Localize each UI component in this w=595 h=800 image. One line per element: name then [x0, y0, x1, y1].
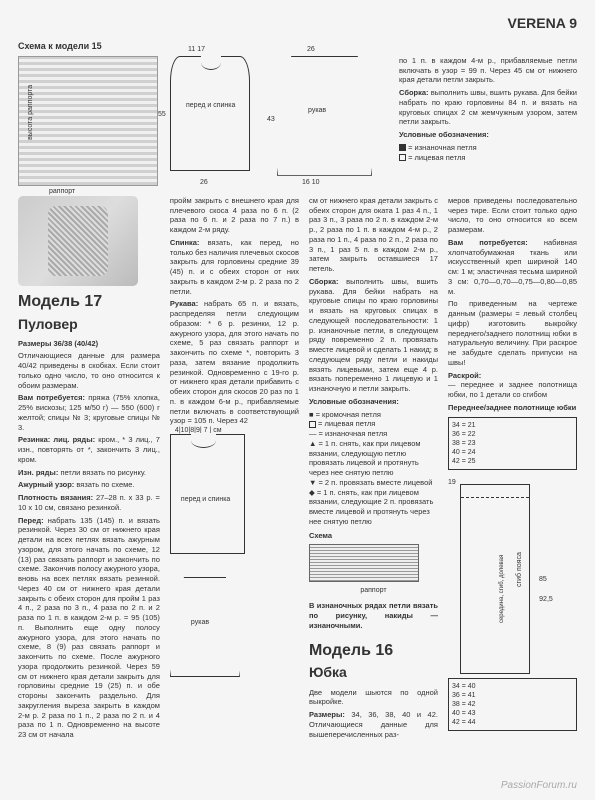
dim-st: 26: [307, 46, 315, 55]
c3-p1: см от нижнего края детали закрыть с обеи…: [309, 196, 438, 274]
model-17-name: Пуловер: [18, 315, 160, 333]
plotnost: Плотность вязания: 27–28 п. х 33 р. = 10…: [18, 493, 160, 513]
legend-title: Условные обозначения:: [399, 130, 577, 140]
c4-p1: меров приведены последовательно через ти…: [448, 196, 577, 235]
garment-shape: перед и спинка: [170, 56, 250, 171]
legend-2: = лицевая петля: [399, 153, 577, 163]
s2r5: 42 = 44: [452, 718, 573, 727]
mid-diagram-17: 4|10|8|9| 7 | см перед и спинка: [170, 434, 299, 569]
model-16-name: Юбка: [309, 663, 438, 681]
sleeve-shape: рукав: [277, 56, 372, 176]
model-16-number: Модель 16: [309, 641, 438, 662]
magazine-header: VERENA 9: [18, 15, 577, 33]
size-table-2: 34 = 40 36 = 41 38 = 42 40 = 43 42 = 44: [448, 678, 577, 731]
s2r4: 40 = 43: [452, 709, 573, 718]
s2r2: 36 = 41: [452, 691, 573, 700]
str2: 36 = 22: [452, 430, 573, 439]
l5: ▼ = 2 п. провязать вместе лицевой: [309, 478, 438, 488]
sweater-photo: [18, 196, 138, 286]
azhur: Ажурный узор: вязать по схеме.: [18, 480, 160, 490]
c4-fblabel: Переднее/заднее полотнище юбки: [448, 403, 577, 413]
izn: Изн. ряды: петли вязать по рисунку.: [18, 468, 160, 478]
main-columns: Модель 17 Пуловер Размеры 36/38 (40/42) …: [18, 196, 577, 743]
c4-mat: Вам потребуется: набивная хлопчатобумажн…: [448, 238, 577, 297]
c4-raskroy: Раскрой:— переднее и заднее полотнища юб…: [448, 371, 577, 400]
sizes-label: Размеры 36/38 (40/42): [18, 339, 160, 349]
str5: 42 = 25: [452, 457, 573, 466]
size-table-1: 34 = 21 36 = 22 38 = 23 40 = 24 42 = 25: [448, 417, 577, 470]
sleeve-label: рукав: [308, 107, 326, 116]
legend-1: = изнаночная петля: [399, 143, 577, 153]
skirt-diagram-wrap: 19 сгиб пояса середина, сгиб, долевая 85…: [448, 474, 577, 674]
l3: — = изнаночная петля: [309, 429, 438, 439]
watermark: PassionForum.ru: [501, 780, 577, 793]
dim-b: 26: [200, 179, 208, 188]
rezinka: Резинка: лиц. ряды: кром., * 3 лиц., 7 и…: [18, 435, 160, 464]
mid-label: перед и спинка: [181, 495, 230, 504]
s2r1: 34 = 40: [452, 682, 573, 691]
izn-rows-note: В изнаночных рядах петли вязать по рисун…: [309, 601, 438, 630]
l1: ■ = кромочная петля: [309, 410, 438, 420]
col4-p1: по 1 п. в каждом 4-м р., прибавляемые пе…: [399, 56, 577, 85]
fold-line: [461, 497, 529, 498]
l2: = лицевая петля: [309, 419, 438, 429]
m16-sizes: Размеры: 34, 36, 38, 40 и 42. Отличающие…: [309, 710, 438, 739]
str3: 38 = 23: [452, 439, 573, 448]
c3-legend-title: Условные обозначения:: [309, 397, 438, 407]
mid-neckline: [191, 433, 216, 448]
dim-top: 11 17: [188, 46, 205, 55]
str1: 34 = 21: [452, 421, 573, 430]
center-label: середина, сгиб, долевая: [499, 555, 507, 623]
column-4: меров приведены последовательно через ти…: [448, 196, 577, 743]
skirt-pattern: сгиб пояса середина, сгиб, долевая 85 92…: [460, 484, 530, 674]
c4-p2: По приведенным на чертеже данным (размер…: [448, 299, 577, 367]
dim19: 19: [448, 474, 456, 674]
front-back-diagram: 11 17 перед и спинка 55 26: [170, 56, 265, 186]
sleeve-label-2: рукав: [191, 618, 209, 627]
dim-h: 55: [158, 111, 166, 120]
sleeve-diagram: 26 рукав 43 16 10: [277, 56, 387, 186]
dim-sh: 43: [267, 116, 275, 125]
c2-rukava: Рукава: набрать 65 п. и вязать, распреде…: [170, 299, 299, 426]
str4: 40 = 24: [452, 448, 573, 457]
intro: Отличающиеся данные для размера 40/42 пр…: [18, 351, 160, 390]
materials: Вам потребуется: пряжа (75% хлопка, 25% …: [18, 393, 160, 432]
chart-side-label: высота раппорта: [27, 85, 36, 140]
pattern-chart-15: высота раппорта раппорт: [18, 56, 158, 186]
col4-top: по 1 п. в каждом 4-м р., прибавляемые пе…: [399, 56, 577, 186]
schema-label: Схема: [309, 531, 438, 541]
schema-15-label: Схема к модели 15: [18, 41, 577, 52]
c2-p1: пройм закрыть с внешнего края для плечев…: [170, 196, 299, 235]
top-diagrams-row: высота раппорта раппорт 11 17 перед и сп…: [18, 56, 577, 186]
column-1: Модель 17 Пуловер Размеры 36/38 (40/42) …: [18, 196, 160, 743]
garment-label: перед и спинка: [186, 102, 235, 111]
l4: ▲ = 1 п. снять, как при лицевом вязании,…: [309, 439, 438, 478]
c3-sborka: Сборка: выполнить швы, вшить рукава. Для…: [309, 277, 438, 394]
column-2: пройм закрыть с внешнего края для плечев…: [170, 196, 299, 743]
dim85: 85: [539, 575, 547, 584]
dim925: 92,5: [539, 595, 553, 604]
sleeve-diagram-2: рукав: [170, 577, 240, 677]
front-text: Перед: набрать 135 (145) п. и вязать рез…: [18, 516, 160, 740]
l6: ◆ = 1 п. снять, как при лицевом вязании,…: [309, 488, 438, 527]
schema-small-chart: [309, 544, 419, 582]
s2r3: 38 = 42: [452, 700, 573, 709]
rapport: раппорт: [309, 586, 438, 595]
mid-shape: перед и спинка: [170, 434, 245, 554]
c2-spinka: Спинка: вязать, как перед, но только без…: [170, 238, 299, 297]
model-17-number: Модель 17: [18, 292, 160, 313]
dim-sb: 16 10: [302, 179, 320, 188]
col4-sborka: Сборка: выполнить швы, вшить рукава. Для…: [399, 88, 577, 127]
column-3: см от нижнего края детали закрыть с обеи…: [309, 196, 438, 743]
m16-intro: Две модели шьются по одной выкройке.: [309, 688, 438, 708]
neckline: [201, 55, 221, 70]
fold-label: сгиб пояса: [515, 552, 524, 587]
